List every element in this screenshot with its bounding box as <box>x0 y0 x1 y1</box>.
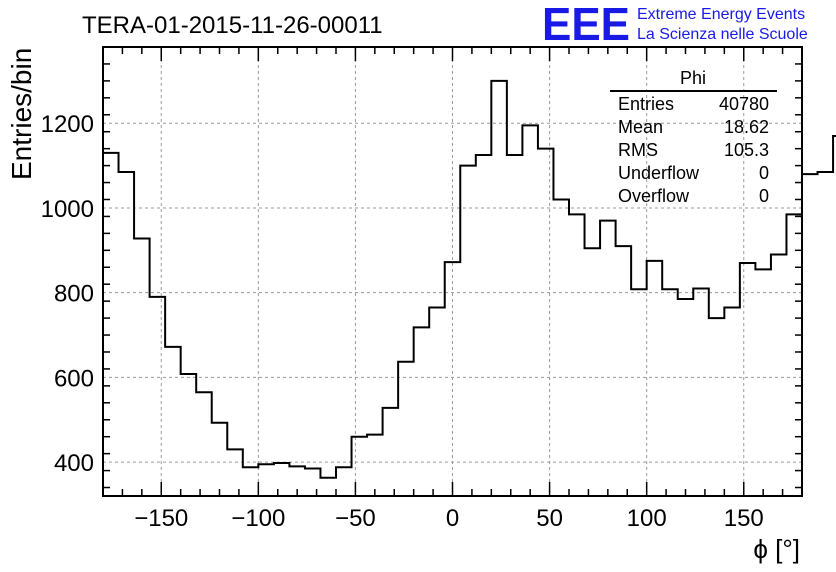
axis-ticks <box>102 46 803 496</box>
x-tick-label: 0 <box>446 505 459 532</box>
org-name-line2: La Scienza nelle Scuole <box>637 26 808 43</box>
x-tick-label: −100 <box>231 505 285 532</box>
histogram-step-line <box>103 79 836 479</box>
x-tick-label: 150 <box>724 505 764 532</box>
y-axis-label: Entries/bin <box>6 48 37 180</box>
y-tick-label: 400 <box>54 450 94 477</box>
stats-value-underflow: 0 <box>759 163 769 183</box>
x-tick-label: −150 <box>134 505 188 532</box>
histogram-series <box>103 79 836 479</box>
stats-box: Phi Entries 40780 Mean 18.62 RMS 105.3 U… <box>610 68 777 206</box>
stats-value-entries: 40780 <box>719 94 769 114</box>
y-tick-label: 800 <box>54 281 94 308</box>
stats-label-mean: Mean <box>618 117 663 137</box>
x-axis-label: ϕ [°] <box>753 534 800 564</box>
org-name-line1: Extreme Energy Events <box>637 6 805 23</box>
tick-labels: −150 −100 −50 0 50 100 150 400 600 800 1000 1200 <box>41 111 764 532</box>
eee-logo: EEE <box>542 0 630 50</box>
stats-value-mean: 18.62 <box>724 117 769 137</box>
stats-label-overflow: Overflow <box>618 186 690 206</box>
x-tick-label: −50 <box>335 505 376 532</box>
y-tick-label: 600 <box>54 365 94 392</box>
grid-lines <box>103 47 802 496</box>
stats-value-overflow: 0 <box>759 186 769 206</box>
run-title: TERA-01-2015-11-26-00011 <box>82 12 383 39</box>
x-tick-label: 50 <box>536 505 563 532</box>
x-tick-label: 100 <box>627 505 667 532</box>
y-tick-label: 1200 <box>41 111 94 138</box>
stats-label-entries: Entries <box>618 94 674 114</box>
stats-box-title: Phi <box>680 68 706 88</box>
stats-value-rms: 105.3 <box>724 140 769 160</box>
y-tick-label: 1000 <box>41 196 94 223</box>
stats-label-rms: RMS <box>618 140 658 160</box>
stats-label-underflow: Underflow <box>618 163 700 183</box>
